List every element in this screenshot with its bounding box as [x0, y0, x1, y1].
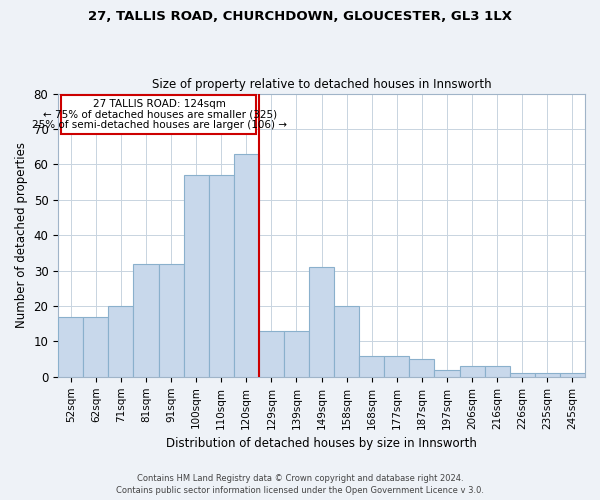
Bar — [209, 175, 234, 377]
Bar — [284, 331, 309, 377]
FancyBboxPatch shape — [61, 96, 256, 134]
Bar — [409, 359, 434, 377]
Bar — [83, 316, 109, 377]
Bar — [334, 306, 359, 377]
Bar — [109, 306, 133, 377]
Bar — [535, 374, 560, 377]
Bar — [259, 331, 284, 377]
Bar — [133, 264, 158, 377]
Bar — [510, 374, 535, 377]
Bar — [58, 316, 83, 377]
Text: 27 TALLIS ROAD: 124sqm: 27 TALLIS ROAD: 124sqm — [94, 99, 226, 109]
Bar — [309, 267, 334, 377]
Text: Contains HM Land Registry data © Crown copyright and database right 2024.
Contai: Contains HM Land Registry data © Crown c… — [116, 474, 484, 495]
Text: 27, TALLIS ROAD, CHURCHDOWN, GLOUCESTER, GL3 1LX: 27, TALLIS ROAD, CHURCHDOWN, GLOUCESTER,… — [88, 10, 512, 23]
Bar — [434, 370, 460, 377]
Text: ← 75% of detached houses are smaller (325): ← 75% of detached houses are smaller (32… — [43, 110, 277, 120]
Bar — [158, 264, 184, 377]
Bar — [359, 356, 384, 377]
X-axis label: Distribution of detached houses by size in Innsworth: Distribution of detached houses by size … — [166, 437, 477, 450]
Bar — [460, 366, 485, 377]
Title: Size of property relative to detached houses in Innsworth: Size of property relative to detached ho… — [152, 78, 491, 91]
Bar — [384, 356, 409, 377]
Bar — [560, 374, 585, 377]
Y-axis label: Number of detached properties: Number of detached properties — [15, 142, 28, 328]
Bar — [184, 175, 209, 377]
Text: 25% of semi-detached houses are larger (106) →: 25% of semi-detached houses are larger (… — [32, 120, 287, 130]
Bar — [234, 154, 259, 377]
Bar — [485, 366, 510, 377]
